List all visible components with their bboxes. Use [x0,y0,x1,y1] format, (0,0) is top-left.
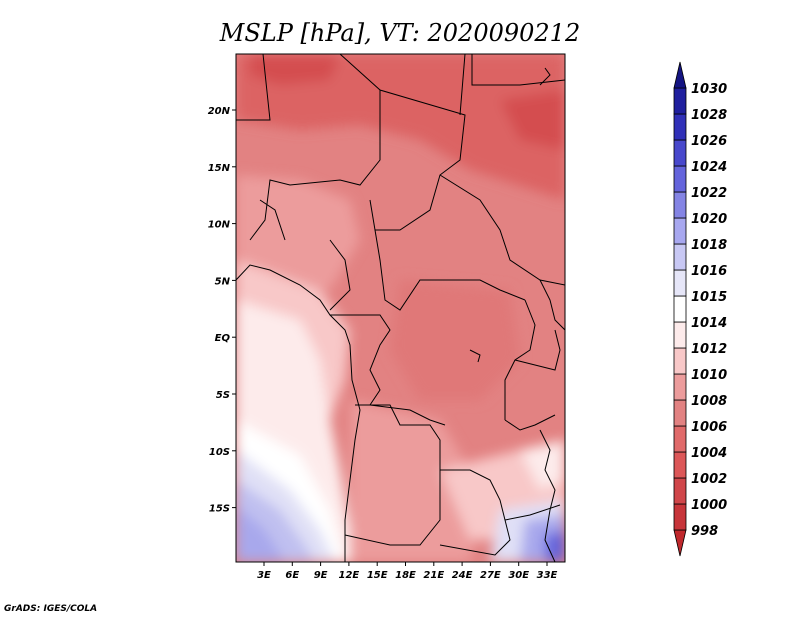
colorbar-label: 998 [691,524,718,539]
colorbar-segment [673,451,687,479]
colorbar-segment [673,503,687,531]
colorbar-label: 1012 [691,342,727,357]
colorbar-label: 1004 [691,446,727,461]
colorbar-label: 1015 [691,290,727,305]
colorbar-segment [673,399,687,427]
colorbar-label: 1002 [691,472,727,487]
colorbar: 998 1000 1002 1004 1006 1008 1010 1012 1014 1015 1… [673,61,727,557]
lat-label: 20N [208,106,231,117]
colorbar-segment [673,61,687,89]
pressure-field [236,54,565,562]
colorbar-segment [673,529,687,557]
latitude-axis: 20N 15N 10N 5N EQ 5S 10S 15S [208,106,236,515]
lon-label: 6E [285,570,299,581]
colorbar-segment [673,87,687,115]
lat-label: EQ [215,333,231,344]
lon-label: 3E [257,570,271,581]
country-borders [236,54,565,562]
colorbar-segment [673,321,687,349]
lat-label: 10S [209,447,230,458]
colorbar-segment [673,373,687,401]
colorbar-label: 1000 [691,498,727,513]
lat-label: 5S [216,390,230,401]
colorbar-segment [673,217,687,245]
colorbar-label: 1010 [691,368,727,383]
colorbar-label: 1008 [691,394,727,409]
lon-label: 21E [423,570,444,581]
lon-label: 27E [480,570,501,581]
lat-label: 15N [208,163,231,174]
colorbar-label: 1006 [691,420,727,435]
colorbar-label: 1020 [691,212,727,227]
lat-label: 10N [208,220,231,231]
grads-credit: GrADS: IGES/COLA [4,604,98,614]
colorbar-label: 1024 [691,160,727,175]
lon-label: 15E [367,570,388,581]
map-frame [235,53,566,563]
colorbar-segment [673,347,687,375]
lon-label: 33E [537,570,558,581]
colorbar-label: 1014 [691,316,727,331]
map-title: MSLP [hPa], VT: 2020090212 [219,19,580,47]
longitude-axis: 3E 6E 9E 12E 15E 18E 21E 24E 27E 30E 33E [257,562,558,581]
colorbar-segment [673,243,687,271]
colorbar-segment [673,425,687,453]
lat-label: 15S [209,504,230,515]
lon-label: 12E [339,570,360,581]
colorbar-segment [673,269,687,297]
colorbar-label: 1022 [691,186,727,201]
lon-label: 18E [395,570,416,581]
lon-label: 24E [452,570,473,581]
lon-label: 30E [508,570,529,581]
colorbar-label: 1016 [691,264,727,279]
colorbar-segment [673,295,687,323]
colorbar-label: 1018 [691,238,727,253]
colorbar-segment [673,139,687,167]
lat-label: 5N [215,276,231,287]
colorbar-segment [673,191,687,219]
colorbar-label: 1030 [691,82,727,97]
colorbar-segment [673,113,687,141]
colorbar-label: 1026 [691,134,727,149]
colorbar-segment [673,165,687,193]
colorbar-label: 1028 [691,108,727,123]
colorbar-segment [673,477,687,505]
lon-label: 9E [314,570,328,581]
